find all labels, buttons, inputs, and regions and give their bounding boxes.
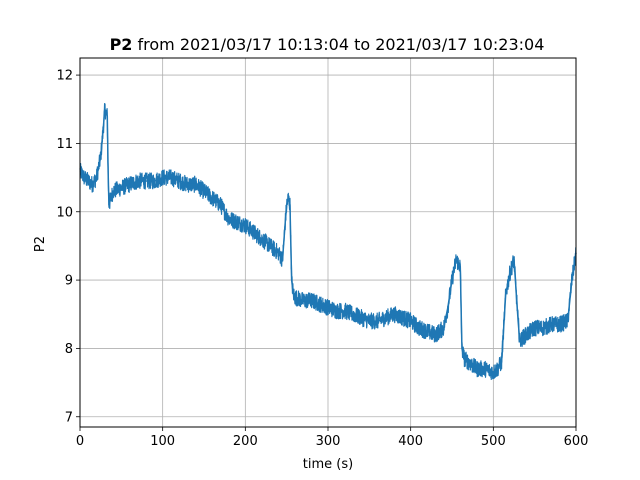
y-tick-label: 8 [65,342,73,357]
grid-lines [79,58,577,427]
y-tick-label: 7 [65,410,73,425]
chart-title-bold: P2 [110,35,133,54]
x-axis: 0 100 200 300 400 500 600 [76,427,589,449]
x-tick-label: 200 [233,434,258,449]
chart-title-rest: from 2021/03/17 10:13:04 to 2021/03/17 1… [132,35,544,54]
x-tick-label: 500 [481,434,506,449]
y-tick-label: 12 [56,69,73,84]
x-tick-label: 300 [316,434,341,449]
x-tick-label: 100 [150,434,175,449]
chart-title: P2 from 2021/03/17 10:13:04 to 2021/03/1… [110,35,545,54]
x-tick-label: 600 [564,434,589,449]
series-layer [79,103,577,381]
y-tick-label: 11 [56,137,73,152]
x-axis-label: time (s) [303,457,353,472]
y-tick-label: 9 [65,274,73,289]
y-axis: 7 8 9 10 11 12 [56,69,80,425]
y-tick-label: 10 [56,205,73,220]
x-tick-label: 400 [398,434,423,449]
x-tick-label: 0 [76,434,84,449]
y-axis-label: P2 [33,236,48,252]
